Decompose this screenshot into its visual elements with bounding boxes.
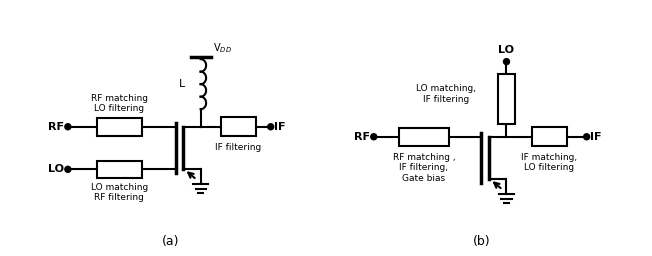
Text: IF filtering: IF filtering (215, 143, 261, 152)
Circle shape (268, 124, 274, 130)
Text: RF: RF (48, 122, 64, 132)
Text: (a): (a) (162, 235, 179, 248)
Circle shape (65, 166, 71, 172)
Text: IF: IF (591, 132, 602, 142)
Circle shape (503, 59, 509, 65)
Text: LO matching
RF filtering: LO matching RF filtering (91, 183, 148, 202)
Text: RF matching
LO filtering: RF matching LO filtering (91, 94, 148, 113)
Circle shape (65, 124, 71, 130)
Text: RF: RF (354, 132, 370, 142)
Text: RF matching ,
IF filtering,
Gate bias: RF matching , IF filtering, Gate bias (393, 153, 455, 183)
FancyBboxPatch shape (220, 117, 256, 136)
Text: (b): (b) (473, 235, 490, 248)
FancyBboxPatch shape (96, 161, 141, 178)
Text: L: L (179, 79, 186, 89)
Circle shape (371, 134, 377, 140)
Text: V$_{DD}$: V$_{DD}$ (213, 41, 232, 55)
FancyBboxPatch shape (498, 74, 514, 124)
Text: LO matching,
IF filtering: LO matching, IF filtering (417, 84, 477, 104)
FancyBboxPatch shape (531, 127, 567, 146)
Text: LO: LO (499, 45, 514, 55)
FancyBboxPatch shape (96, 118, 141, 135)
FancyBboxPatch shape (399, 128, 449, 145)
Circle shape (584, 134, 589, 140)
Text: LO: LO (48, 164, 64, 174)
Text: IF matching,
LO filtering: IF matching, LO filtering (521, 153, 577, 173)
Text: IF: IF (274, 122, 286, 132)
